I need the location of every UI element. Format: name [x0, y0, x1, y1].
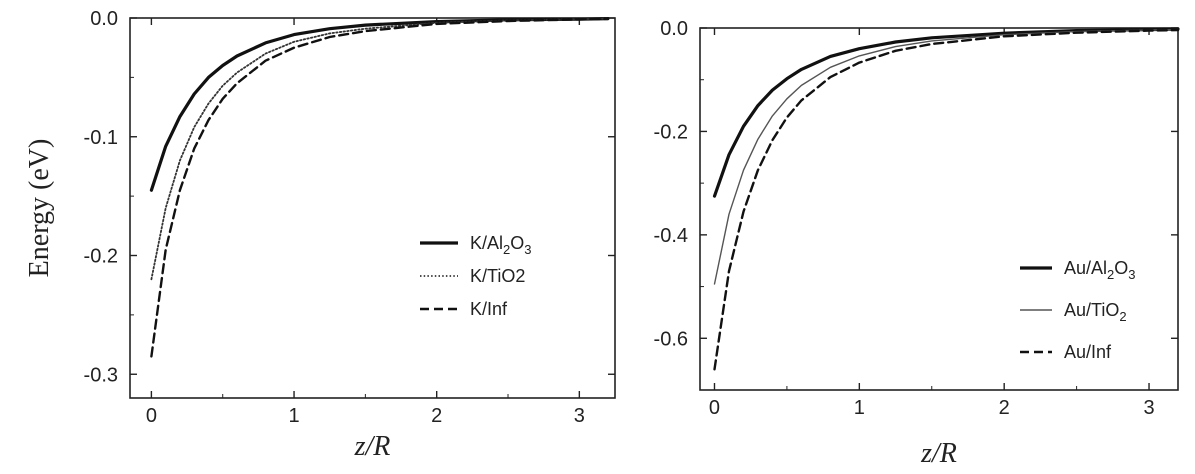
x-axis-label-slash: /: [364, 431, 376, 462]
x-tick-label: 2: [431, 405, 442, 427]
legend-label-text: K/TiO2: [470, 266, 525, 286]
legend-label-text: Au/TiO: [1064, 300, 1119, 320]
legend-label-text: K/Al: [470, 233, 503, 253]
y-axis-label: Energy (eV): [24, 139, 55, 278]
x-tick-label: 1: [854, 397, 865, 419]
x-tick-label: 0: [146, 405, 157, 427]
legend-label-subscript: 2: [1119, 309, 1126, 324]
legend-label-subscript: 3: [524, 242, 531, 257]
legend-label: K/Al2O3: [470, 233, 532, 257]
legend-label-subscript: 3: [1128, 267, 1135, 282]
series-line-au-inf: [713, 28, 1180, 371]
legend-label-text: O: [510, 233, 524, 253]
legend-label-subscript: 2: [1107, 267, 1114, 282]
legend-label-text: O: [1114, 258, 1128, 278]
legend: K/Al2O3 K/TiO2 K/Inf: [420, 233, 532, 319]
legend-label-text: Au/Al: [1064, 258, 1107, 278]
x-tick-label: 3: [1143, 397, 1154, 419]
series-line-au-al2o3: [712, 27, 1180, 198]
x-tick-label: 3: [574, 405, 585, 427]
y-tick-label: -0.6: [654, 328, 688, 350]
series-line-k-tio2: [150, 17, 609, 281]
x-tick-label: 2: [999, 397, 1010, 419]
x-axis-label-slash: /: [930, 438, 942, 469]
x-tick-label: 0: [709, 397, 720, 419]
plot-frame: [699, 27, 1179, 391]
y-tick-label: 0.0: [660, 18, 688, 40]
series-line-k-al2o3: [149, 17, 610, 192]
legend-label: Au/Inf: [1064, 342, 1112, 362]
x-tick-label: 1: [288, 405, 299, 427]
series-line-au-tio2: [713, 28, 1179, 285]
y-tick-label: 0.0: [90, 8, 118, 30]
y-tick-label: -0.3: [84, 364, 118, 386]
x-axis-label: z/R: [354, 431, 391, 462]
x-axis-label: z/R: [920, 438, 957, 469]
x-axis-label-z: z: [354, 431, 366, 462]
x-axis-label-r: R: [939, 438, 957, 469]
x-axis-label-z: z: [920, 438, 932, 469]
y-tick-label: -0.2: [654, 121, 688, 143]
y-tick-label: -0.2: [84, 246, 118, 268]
legend-label-subscript: 2: [503, 242, 510, 257]
series-line-k-inf: [150, 17, 610, 358]
legend-label-text: Au/Inf: [1064, 342, 1112, 362]
legend-label: Au/Al2O3: [1064, 258, 1136, 282]
y-tick-label: -0.1: [84, 127, 118, 149]
plot-frame: [129, 17, 616, 399]
legend-label: Au/TiO2: [1064, 300, 1127, 324]
legend-label: K/Inf: [470, 299, 508, 319]
chart-panel-2: 0 1 2 30.0-0.2-0.4-0.6z/RAu/Al2O3Au/TiO2Au/…: [654, 18, 1180, 469]
legend-label: K/TiO2: [470, 266, 525, 286]
x-axis-label-r: R: [372, 431, 390, 462]
y-tick-label: -0.4: [654, 225, 688, 247]
legend-label-text: K/Inf: [470, 299, 508, 319]
